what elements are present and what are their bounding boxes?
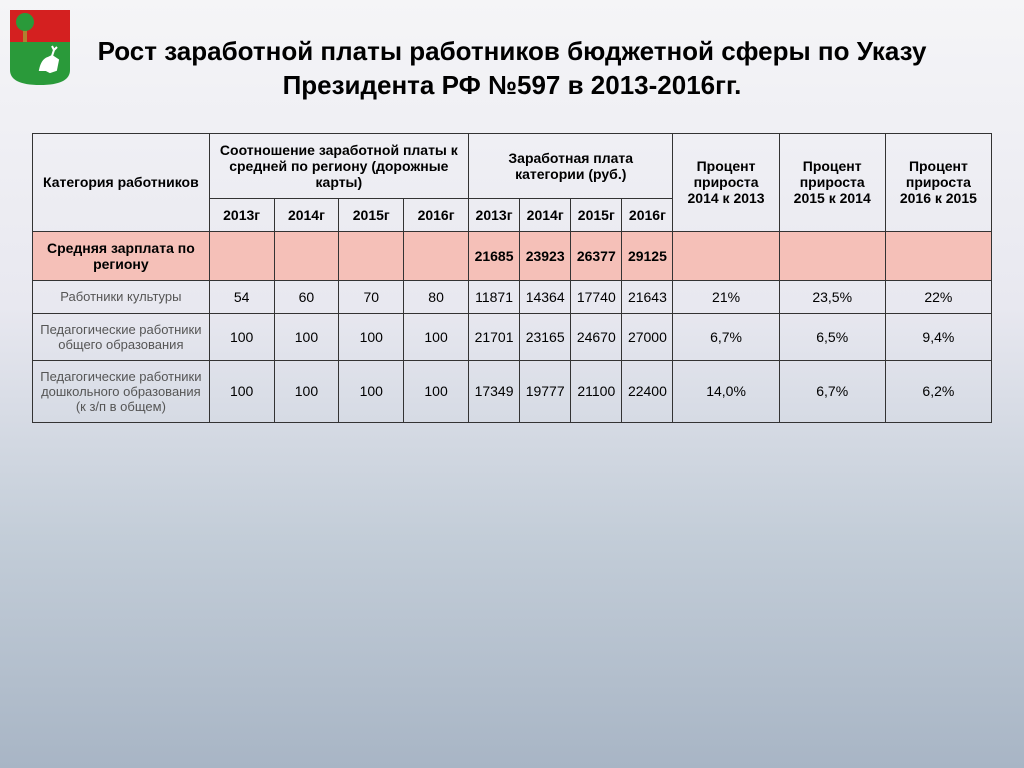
page-title: Рост заработной платы работников бюджетн…: [0, 0, 1024, 123]
col-salary-2014: 2014г: [520, 198, 571, 231]
col-salary-2015: 2015г: [571, 198, 622, 231]
row-general-edu: Педагогические работники общего образова…: [33, 313, 992, 360]
col-growth-2015: Процент прироста 2015 к 2014: [779, 133, 885, 231]
col-growth-2014: Процент прироста 2014 к 2013: [673, 133, 779, 231]
row-culture: Работники культуры 54 60 70 80 11871 143…: [33, 280, 992, 313]
row-label: Педагогические работники общего образова…: [33, 313, 210, 360]
col-category: Категория работников: [33, 133, 210, 231]
row-avg-region: Средняя зарплата по региону 21685 23923 …: [33, 231, 992, 280]
coat-of-arms-logo: [10, 10, 70, 85]
salary-growth-table: Категория работников Соотношение заработ…: [32, 133, 992, 423]
row-label: Педагогические работники дошкольного обр…: [33, 360, 210, 422]
col-ratio-group: Соотношение заработной платы к средней п…: [209, 133, 468, 198]
row-preschool-edu: Педагогические работники дошкольного обр…: [33, 360, 992, 422]
row-label: Работники культуры: [33, 280, 210, 313]
col-growth-2016: Процент прироста 2016 к 2015: [885, 133, 991, 231]
col-salary-2016: 2016г: [622, 198, 673, 231]
row-label: Средняя зарплата по региону: [33, 231, 210, 280]
col-ratio-2013: 2013г: [209, 198, 274, 231]
col-salary-group: Заработная плата категории (руб.): [468, 133, 673, 198]
col-ratio-2014: 2014г: [274, 198, 339, 231]
col-salary-2013: 2013г: [468, 198, 519, 231]
col-ratio-2016: 2016г: [404, 198, 469, 231]
col-ratio-2015: 2015г: [339, 198, 404, 231]
